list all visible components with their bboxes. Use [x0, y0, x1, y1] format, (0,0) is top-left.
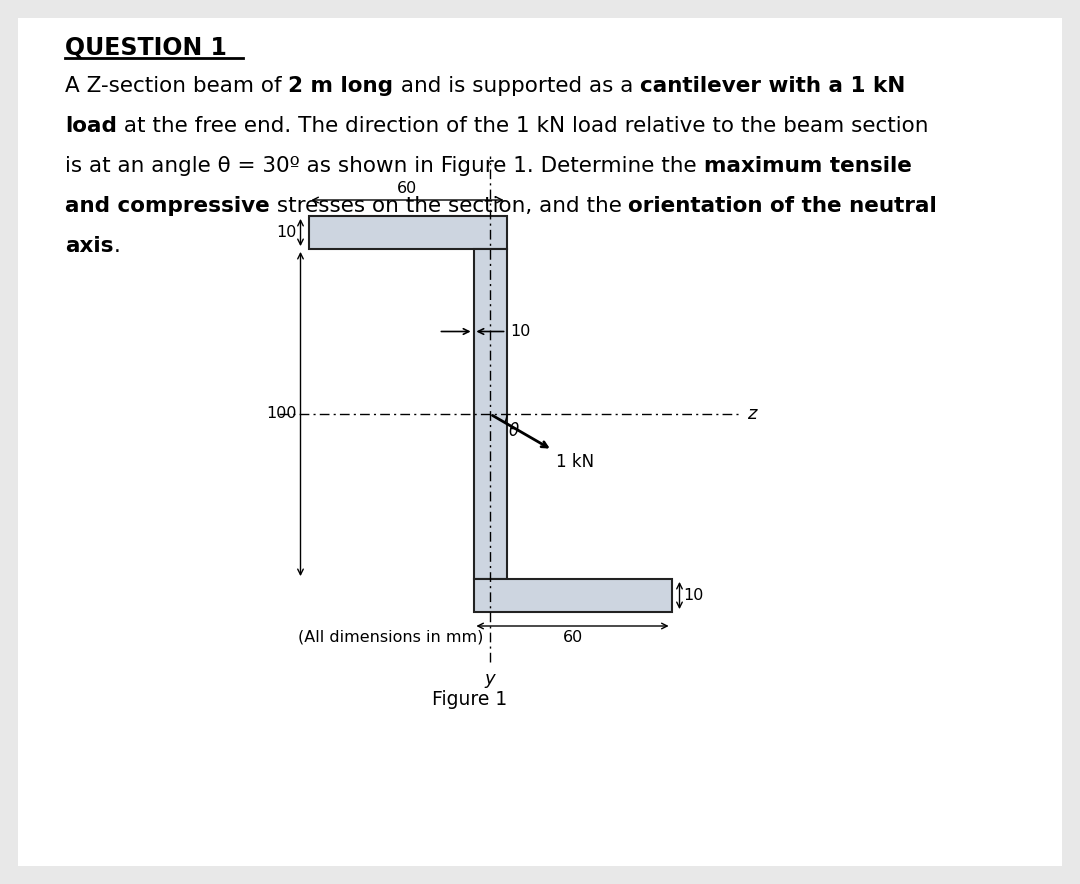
Text: 10: 10 — [684, 588, 704, 603]
Text: A Z-section beam of: A Z-section beam of — [65, 76, 288, 96]
Text: orientation of the neutral: orientation of the neutral — [629, 196, 937, 216]
Text: axis: axis — [65, 236, 113, 256]
Text: maximum tensile: maximum tensile — [703, 156, 912, 176]
Text: $\theta$: $\theta$ — [508, 422, 519, 440]
Text: 10: 10 — [511, 324, 531, 339]
Bar — [473, 249, 507, 579]
Text: load: load — [65, 116, 117, 136]
Bar — [473, 579, 672, 612]
Text: and compressive: and compressive — [65, 196, 270, 216]
Text: 100: 100 — [266, 407, 297, 422]
Text: Figure 1: Figure 1 — [432, 690, 508, 709]
Text: cantilever with a 1 kN: cantilever with a 1 kN — [639, 76, 905, 96]
Text: at the free end. The direction of the 1 kN load relative to the beam section: at the free end. The direction of the 1 … — [117, 116, 929, 136]
Text: stresses on the section, and the: stresses on the section, and the — [270, 196, 629, 216]
Text: 60: 60 — [397, 181, 418, 196]
Text: 10: 10 — [276, 225, 297, 240]
Text: is at an angle θ = 30º as shown in Figure 1. Determine the: is at an angle θ = 30º as shown in Figur… — [65, 156, 703, 176]
Text: y: y — [485, 670, 496, 688]
Text: 60: 60 — [563, 630, 582, 645]
Text: QUESTION 1: QUESTION 1 — [65, 36, 227, 60]
Text: z: z — [747, 405, 757, 423]
Bar — [309, 216, 507, 249]
Text: .: . — [113, 236, 120, 256]
Text: and is supported as a: and is supported as a — [393, 76, 639, 96]
Text: (All dimensions in mm): (All dimensions in mm) — [298, 630, 484, 645]
Text: 2 m long: 2 m long — [288, 76, 393, 96]
Text: 1 kN: 1 kN — [556, 453, 594, 471]
